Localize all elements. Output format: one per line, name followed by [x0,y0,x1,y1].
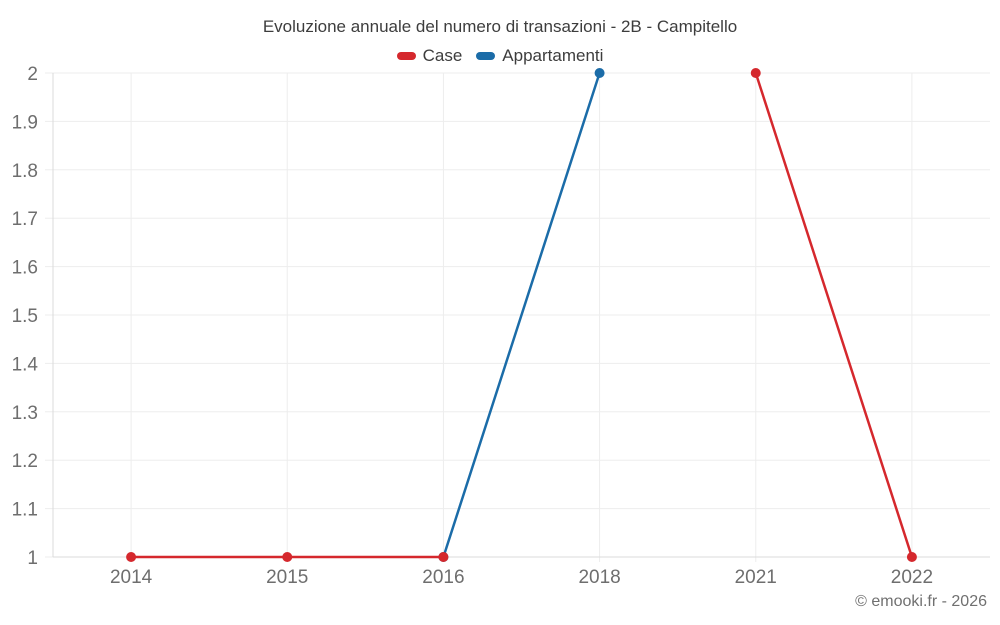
data-point-case-2014[interactable] [126,552,137,562]
x-tick-label: 2018 [578,567,620,588]
chart-title: Evoluzione annuale del numero di transaz… [262,17,738,36]
legend-swatch-case-icon [396,52,416,60]
credit-text[interactable]: © emooki.fr - 2026 [855,593,987,610]
data-point-case-2021[interactable] [750,68,761,78]
y-tick-label: 2 [27,64,38,85]
y-tick-label: 1.7 [12,209,38,230]
x-tick-label: 2016 [422,567,464,588]
y-tick-label: 1 [27,548,38,569]
x-tick-label: 2014 [110,567,153,588]
series-line-case [754,71,914,559]
y-tick-label: 1.5 [12,306,38,327]
legend-item-case[interactable]: Case [396,46,463,66]
legend-label-case: Case [422,46,463,65]
y-tick-label: 1.2 [12,451,38,472]
y-tick-label: 1.6 [12,258,38,279]
data-point-appartamenti-2018[interactable] [594,68,605,78]
y-tick-label: 1.9 [12,112,38,133]
series-line-appartamenti [442,71,601,559]
legend-swatch-appartamenti-icon [476,52,496,60]
y-tick-label: 1.4 [12,354,39,375]
legend-label-appartamenti: Appartamenti [502,46,604,65]
y-tick-label: 1.1 [12,500,38,521]
legend: Case Appartamenti [0,45,1000,67]
data-point-case-2016[interactable] [438,552,449,562]
y-tick-label: 1.3 [12,403,38,424]
x-tick-label: 2022 [891,567,933,588]
x-tick-label: 2021 [735,567,777,588]
data-point-case-2022[interactable] [906,552,917,562]
y-tick-label: 1.8 [12,161,38,182]
legend-item-appartamenti[interactable]: Appartamenti [476,46,603,66]
x-tick-label: 2015 [266,567,308,588]
data-point-case-2015[interactable] [282,552,293,562]
